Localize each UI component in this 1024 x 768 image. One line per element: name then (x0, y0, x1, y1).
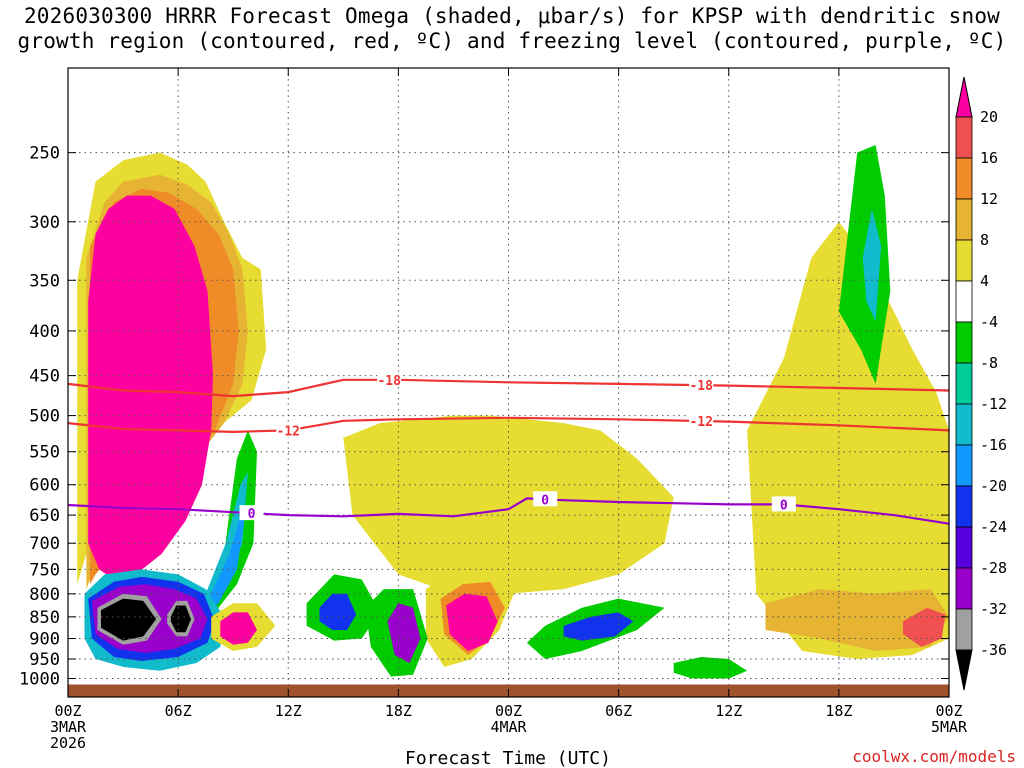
omega-region-24 (446, 593, 498, 651)
colorbar-segment-3 (955, 239, 973, 282)
x-tick-label-36-0: 12Z (715, 702, 742, 720)
x-tick-label-24-1: 4MAR (490, 718, 527, 736)
x-tick-label-6-0: 06Z (165, 702, 192, 720)
contour-label-bg-0-0 (377, 371, 402, 387)
colorbar-segment-12 (955, 608, 973, 651)
contour-label-2-2: 0 (780, 498, 788, 513)
omega-region-21 (319, 593, 357, 630)
colorbar-segment-1 (955, 157, 973, 200)
omega-region-15 (101, 598, 157, 641)
y-tick-label-550: 550 (29, 443, 60, 463)
colorbar-label-9: -20 (980, 477, 1007, 495)
x-tick-label-0-1: 3MAR (50, 718, 87, 736)
colorbar-top-arrow (955, 76, 973, 118)
colorbar-segment-6 (955, 362, 973, 405)
contour-label-2-0: 0 (248, 507, 256, 522)
omega-region-4 (343, 415, 674, 594)
x-tick-label-24-0: 00Z (495, 702, 522, 720)
colorbar-label-13: -36 (980, 641, 1007, 659)
omega-region-17 (170, 605, 191, 633)
y-tick-label-1000: 1000 (19, 669, 60, 689)
colorbar-segment-4 (955, 280, 973, 323)
x-tick-label-0-2: 2026 (50, 734, 86, 752)
chart-title: 2026030300 HRRR Forecast Omega (shaded, … (0, 4, 1024, 54)
y-tick-label-300: 300 (29, 213, 60, 233)
omega-region-26 (387, 603, 421, 663)
y-tick-label-500: 500 (29, 407, 60, 427)
x-tick-label-48-0: 00Z (935, 702, 962, 720)
colorbar-bottom-arrow (955, 649, 973, 691)
chart-title-line-1: 2026030300 HRRR Forecast Omega (shaded, … (23, 4, 1001, 28)
colorbar-label-12: -32 (980, 600, 1007, 618)
contour-line-1 (67, 416, 950, 434)
colorbar-segment-0 (955, 116, 973, 159)
x-tick-label-18-0: 18Z (385, 702, 412, 720)
x-axis-title: Forecast Time (UTC) (405, 748, 611, 768)
chart-title-line-2: growth region (contoured, red, ºC) and f… (17, 29, 1007, 53)
y-tick-label-750: 750 (29, 560, 60, 580)
colorbar-label-8: -16 (980, 436, 1007, 454)
colorbar-legend: 20 16 12 8 4 -4 -8 -12 -16 -20 -24 -28 -32 -36 (955, 76, 1007, 691)
contour-label-0-0: -18 (377, 374, 401, 389)
colorbar-label-11: -28 (980, 559, 1007, 577)
colorbar-label-2: 12 (980, 190, 998, 208)
contour-line-0 (67, 378, 950, 398)
omega-region-7 (862, 208, 882, 322)
contour-label-1-0: -12 (277, 424, 300, 439)
y-tick-label-250: 250 (29, 144, 60, 164)
y-tick-label-450: 450 (29, 367, 60, 387)
omega-region-29 (765, 589, 949, 651)
x-tick-label-48-1: 5MAR (931, 718, 968, 736)
y-axis: 2503003504004505005506006507007508008509… (19, 144, 949, 689)
y-tick-label-950: 950 (29, 650, 60, 670)
y-tick-label-900: 900 (29, 630, 60, 650)
y-tick-label-600: 600 (29, 476, 60, 496)
colorbar-label-7: -12 (980, 395, 1007, 413)
contour-label-1-1: -12 (689, 415, 712, 430)
y-tick-label-350: 350 (29, 271, 60, 291)
colorbar-label-10: -24 (980, 518, 1007, 536)
colorbar-label-6: -8 (980, 354, 998, 372)
colorbar-label-3: 8 (980, 231, 989, 249)
contour-label-2-1: 0 (541, 493, 549, 508)
contour-label-bg-0-1 (689, 377, 714, 393)
contour-label-0-1: -18 (689, 379, 713, 394)
x-tick-label-30-0: 06Z (605, 702, 632, 720)
colorbar-segment-11 (955, 567, 973, 610)
x-tick-label-12-0: 12Z (275, 702, 302, 720)
colorbar-segment-2 (955, 198, 973, 241)
colorbar-label-4: 4 (980, 272, 989, 290)
contour-label-bg-2-0 (239, 505, 264, 521)
colorbar-segment-7 (955, 403, 973, 446)
colorbar-label-0: 20 (980, 108, 998, 126)
colorbar-label-1: 16 (980, 149, 998, 167)
omega-region-30 (903, 607, 946, 647)
colorbar-segment-8 (955, 444, 973, 487)
colorbar-label-5: -4 (980, 313, 998, 331)
colorbar-segment-9 (955, 485, 973, 528)
y-tick-label-800: 800 (29, 585, 60, 605)
omega-region-28 (563, 612, 634, 641)
contour-label-bg-1-0 (276, 422, 301, 438)
contour-label-bg-2-2 (771, 496, 796, 512)
omega-region-3 (88, 195, 213, 580)
x-tick-label-42-0: 18Z (825, 702, 852, 720)
x-tick-label-0-0: 00Z (54, 702, 81, 720)
contour-label-bg-1-1 (689, 413, 714, 429)
y-tick-label-650: 650 (29, 506, 60, 526)
contour-label-bg-2-1 (533, 491, 558, 507)
temperature-contours: -18 -18 -12 -12 0 0 0 (67, 371, 950, 525)
omega-region-10 (202, 509, 246, 617)
y-tick-label-700: 700 (29, 534, 60, 554)
y-tick-label-850: 850 (29, 608, 60, 628)
omega-region-19 (220, 612, 257, 645)
colorbar-segment-10 (955, 526, 973, 569)
credit-link[interactable]: coolwx.com/models (852, 747, 1016, 766)
colorbar-segment-5 (955, 321, 973, 364)
y-tick-label-400: 400 (29, 322, 60, 342)
